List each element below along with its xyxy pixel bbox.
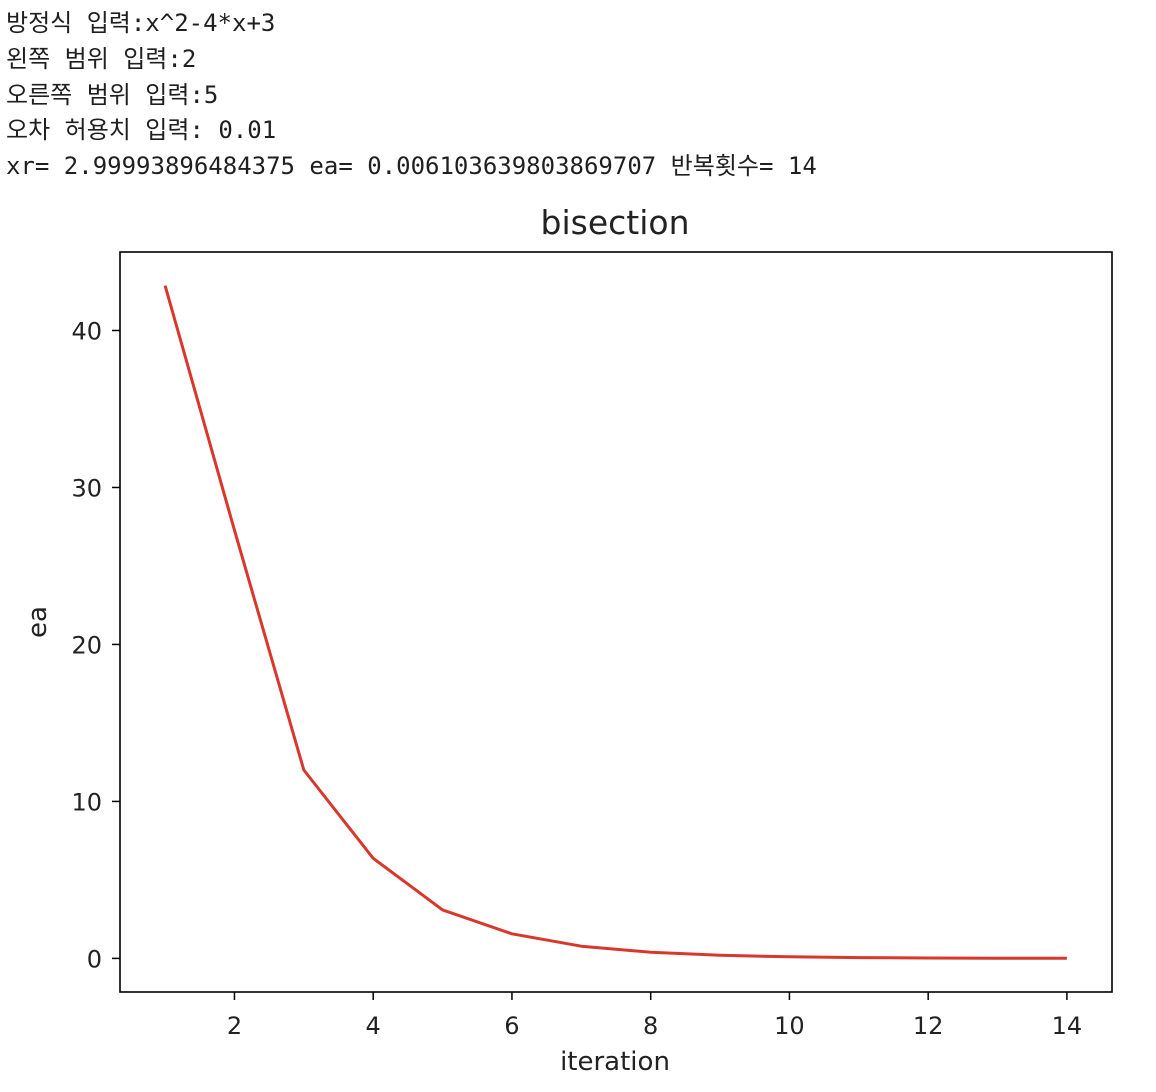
chart-title: bisection — [541, 203, 690, 242]
equation-input-line: 방정식 입력:x^2-4*x+3 — [6, 9, 276, 37]
left-bound-input-line: 왼쪽 범위 입력:2 — [6, 44, 197, 73]
x-tick-label: 2 — [227, 1012, 242, 1040]
x-tick-label: 6 — [504, 1012, 519, 1040]
x-axis-label: iteration — [560, 1047, 670, 1077]
plot-frame — [119, 251, 1113, 993]
result-line: xr= 2.99993896484375 ea= 0.0061036398038… — [6, 152, 817, 181]
tolerance-input-line: 오차 허용치 입력: 0.01 — [6, 116, 277, 145]
ea-series-line — [163, 285, 1067, 960]
x-tick-label: 12 — [913, 1012, 944, 1040]
console-output: 방정식 입력:x^2-4*x+3 왼쪽 범위 입력:2 오른쪽 범위 입력:5 … — [6, 6, 817, 185]
y-tick-label: 20 — [71, 631, 102, 659]
x-tick-label: 8 — [643, 1012, 658, 1040]
x-tick-label: 4 — [366, 1012, 381, 1040]
y-axis-label: ea — [23, 606, 53, 638]
right-bound-input-line: 오른쪽 범위 입력:5 — [6, 80, 219, 109]
y-tick-label: 40 — [71, 317, 102, 345]
x-tick-label: 14 — [1052, 1012, 1083, 1040]
y-tick-label: 30 — [71, 474, 102, 502]
y-tick-label: 10 — [71, 788, 102, 816]
y-tick-label: 0 — [87, 945, 102, 973]
x-tick-label: 10 — [774, 1012, 805, 1040]
